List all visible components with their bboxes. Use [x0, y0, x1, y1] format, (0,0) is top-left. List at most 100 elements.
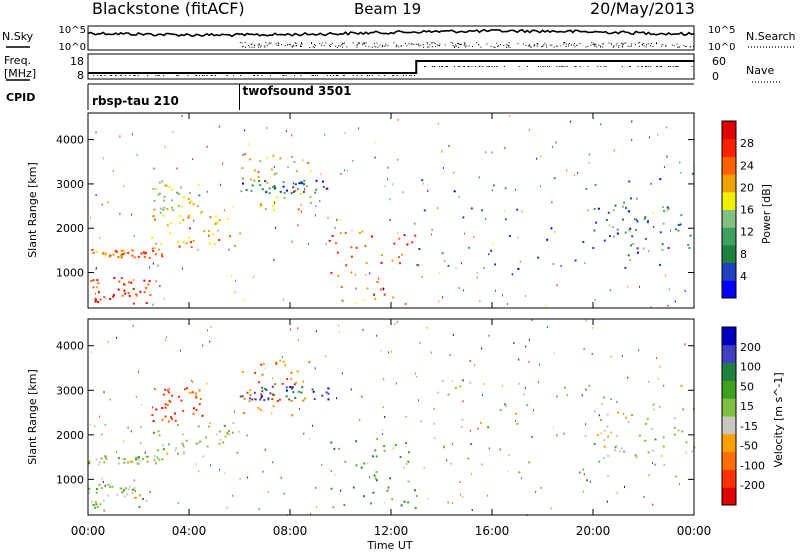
echo-cell: [622, 205, 624, 208]
nsearch-point: [376, 42, 378, 44]
echo-cell: [117, 288, 120, 291]
nsearch-point: [497, 46, 499, 47]
echo-cell: [263, 391, 264, 393]
echo-cell: [153, 459, 156, 462]
nave-point: [214, 75, 216, 76]
echo-cell: [248, 400, 251, 403]
nsearch-point: [542, 45, 544, 47]
station-title: Blackstone (fitACF): [92, 0, 245, 18]
echo-cell: [675, 228, 677, 231]
nsearch-point: [610, 42, 612, 44]
noise-tick-low-right: 10^0: [708, 42, 735, 53]
echo-cell: [679, 483, 681, 486]
echo-cell: [631, 235, 634, 238]
echo-cell: [315, 205, 317, 208]
echo-cell: [122, 249, 125, 252]
echo-cell: [100, 457, 103, 460]
echo-cell: [643, 496, 645, 498]
echo-cell: [249, 394, 252, 397]
echo-cell: [504, 403, 506, 406]
y-tick-label: 1000: [56, 473, 84, 486]
x-tick-label: 00:00: [677, 524, 712, 538]
echo-cell: [232, 205, 234, 208]
echo-cell: [321, 394, 324, 397]
echo-cell: [136, 153, 138, 156]
echo-cell: [386, 178, 388, 181]
echo-cell: [166, 389, 169, 392]
echo-cell: [600, 403, 603, 406]
echo-cell: [407, 460, 410, 463]
echo-cell: [404, 302, 407, 305]
echo-cell: [165, 184, 168, 187]
echo-cell: [331, 234, 334, 237]
nsearch-point: [275, 43, 277, 45]
echo-cell: [260, 393, 263, 396]
nsearch-point: [329, 46, 331, 48]
echo-cell: [657, 377, 659, 380]
nave-point: [137, 75, 139, 76]
nsearch-point: [503, 45, 505, 46]
echo-cell: [253, 169, 256, 172]
echo-cell: [120, 256, 123, 259]
echo-cell: [135, 458, 138, 461]
echo-cell: [96, 286, 98, 289]
echo-cell: [195, 442, 198, 445]
echo-cell: [162, 393, 165, 396]
echo-cell: [143, 256, 146, 258]
echo-cell: [518, 382, 521, 385]
echo-cell: [515, 412, 517, 415]
nsearch-point: [439, 43, 441, 45]
echo-cell: [175, 447, 178, 449]
nsearch-point: [593, 42, 595, 44]
echo-cell: [198, 403, 201, 406]
echo-cell: [591, 327, 593, 329]
nsearch-point: [500, 44, 501, 46]
echo-cell: [155, 242, 157, 245]
nave-point: [518, 66, 520, 67]
echo-cell: [415, 495, 418, 497]
nave-point: [315, 75, 316, 76]
y-tick-label: 4000: [56, 134, 84, 147]
nsearch-point: [651, 42, 653, 44]
nave-point: [210, 75, 212, 76]
nave-point: [491, 66, 493, 67]
echo-cell: [600, 123, 602, 126]
echo-cell: [154, 218, 156, 221]
echo-cell: [220, 183, 222, 186]
echo-cell: [244, 299, 245, 302]
echo-cell: [145, 302, 148, 305]
nave-point: [597, 66, 599, 67]
echo-cell: [421, 275, 423, 278]
echo-cell: [162, 214, 165, 217]
velocity-scatter: [88, 319, 696, 517]
echo-cell: [121, 294, 124, 297]
echo-cell: [300, 203, 302, 206]
nsearch-point: [438, 45, 440, 47]
echo-cell: [383, 288, 384, 291]
colorbar-segment: [722, 174, 736, 193]
echo-cell: [452, 502, 453, 505]
echo-cell: [154, 253, 157, 256]
echo-cell: [297, 339, 299, 342]
echo-cell: [107, 340, 109, 343]
echo-cell: [254, 371, 257, 374]
echo-cell: [140, 252, 143, 255]
echo-cell: [609, 289, 611, 292]
colorbar-tick-label: 15: [740, 400, 754, 413]
echo-cell: [99, 236, 101, 239]
x-tick-label: 08:00: [273, 524, 308, 538]
velocity-plot-area: [88, 319, 694, 515]
echo-cell: [242, 182, 244, 185]
nsearch-point: [331, 42, 333, 44]
nsearch-point: [528, 44, 530, 46]
colorbar-tick-label: 24: [740, 159, 754, 172]
echo-cell: [222, 162, 224, 165]
nsearch-point: [244, 42, 246, 43]
nsearch-point: [299, 44, 301, 46]
beam-title: Beam 19: [354, 0, 421, 18]
nsearch-point: [362, 43, 364, 45]
echo-cell: [652, 503, 654, 506]
echo-cell: [388, 351, 390, 354]
echo-cell: [533, 409, 534, 412]
